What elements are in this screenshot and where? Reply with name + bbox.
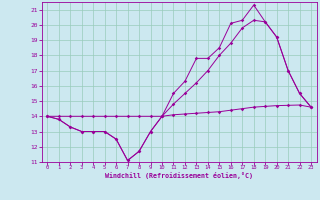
X-axis label: Windchill (Refroidissement éolien,°C): Windchill (Refroidissement éolien,°C) [105, 172, 253, 179]
